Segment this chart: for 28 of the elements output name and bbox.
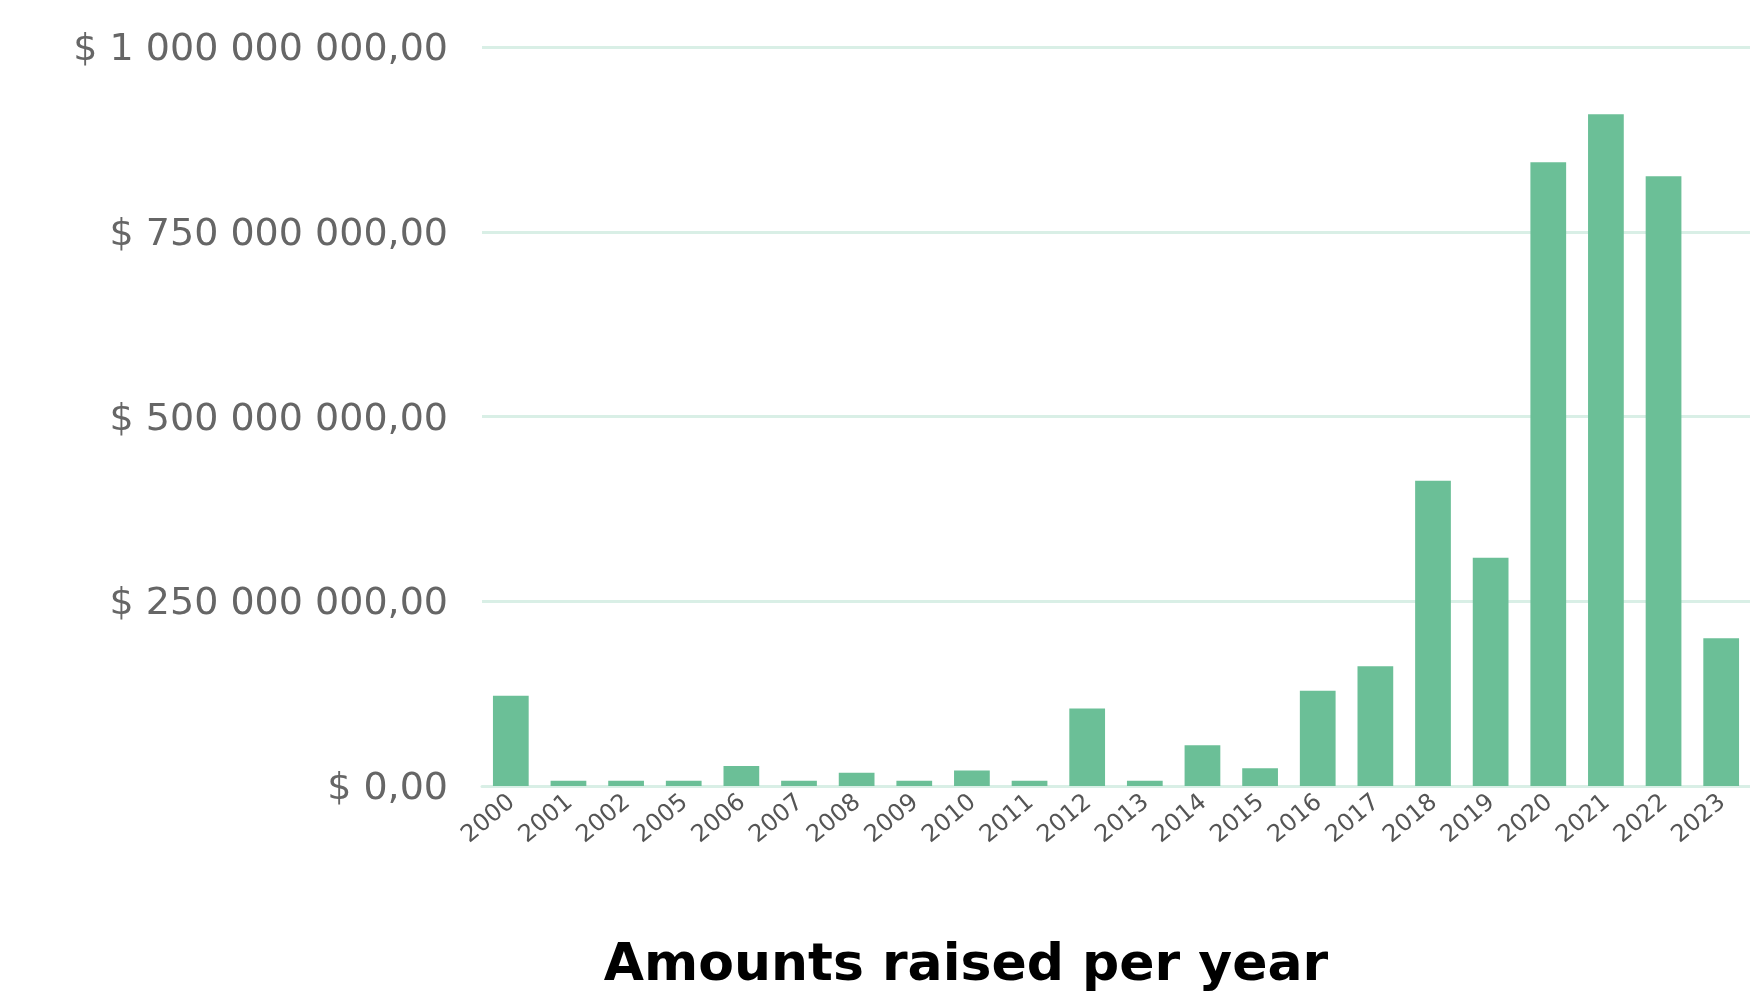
bar <box>608 780 644 786</box>
bar <box>1299 690 1336 786</box>
bar <box>1357 666 1394 786</box>
bar <box>781 780 817 786</box>
bar <box>1011 780 1048 786</box>
y-tick-label: $ 250 000 000,00 <box>109 579 448 624</box>
bar <box>1645 176 1682 786</box>
bar <box>1472 557 1509 786</box>
bar <box>1703 638 1740 786</box>
bar <box>550 780 587 786</box>
bar <box>665 780 702 786</box>
bar <box>838 772 875 786</box>
bar <box>1242 768 1278 786</box>
y-tick-label: $ 1 000 000 000,00 <box>73 25 448 69</box>
bar <box>1530 162 1567 786</box>
bar <box>1126 780 1163 786</box>
bar <box>896 780 933 786</box>
y-tick-label: $ 0,00 <box>327 764 448 808</box>
bar <box>1184 745 1221 786</box>
bar <box>723 766 760 786</box>
bar <box>954 770 990 786</box>
y-tick-label: $ 750 000 000,00 <box>109 209 448 254</box>
bar <box>1588 114 1624 786</box>
y-tick-label: $ 500 000 000,00 <box>109 394 448 439</box>
bar <box>1415 480 1451 786</box>
bar <box>492 695 529 786</box>
bar <box>1069 708 1106 786</box>
x-axis-title: Amounts raised per year <box>603 932 1329 992</box>
